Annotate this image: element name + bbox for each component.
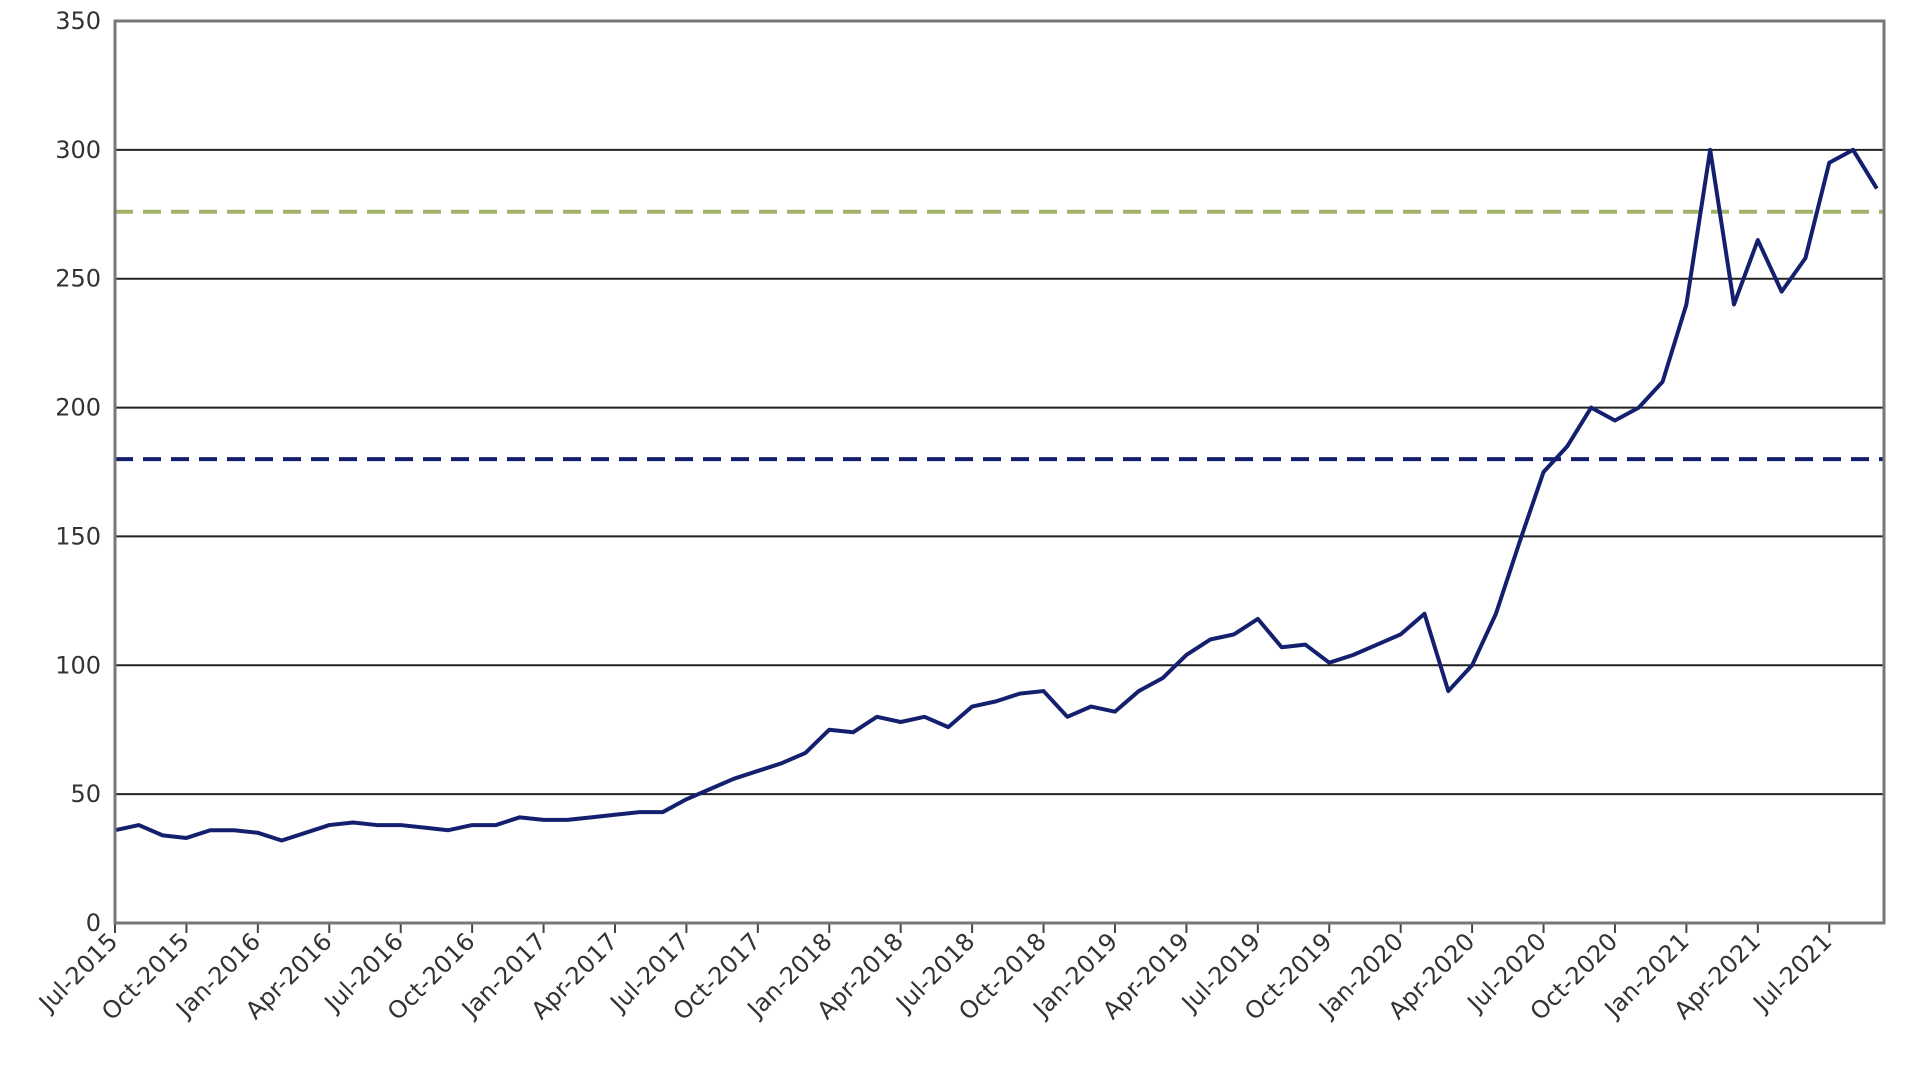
x-tick-label: Jul-2021 bbox=[1746, 927, 1837, 1018]
y-tick-label: 100 bbox=[55, 651, 101, 679]
y-tick-label: 50 bbox=[70, 780, 101, 808]
y-tick-label: 150 bbox=[55, 522, 101, 550]
y-tick-label: 200 bbox=[55, 394, 101, 422]
y-tick-label: 350 bbox=[55, 7, 101, 35]
y-tick-label: 250 bbox=[55, 265, 101, 293]
plot-frame bbox=[113, 19, 1886, 925]
y-tick-label: 0 bbox=[86, 909, 101, 937]
y-tick-label: 300 bbox=[55, 136, 101, 164]
data-line bbox=[114, 147, 1879, 843]
